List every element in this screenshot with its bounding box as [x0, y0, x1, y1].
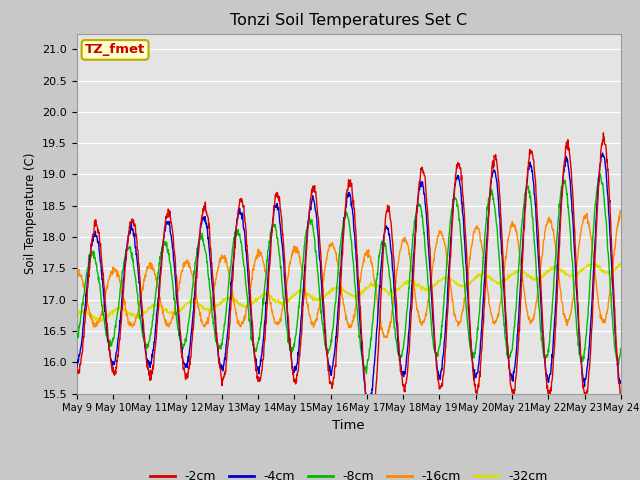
Y-axis label: Soil Temperature (C): Soil Temperature (C) — [24, 153, 36, 275]
Legend: -2cm, -4cm, -8cm, -16cm, -32cm: -2cm, -4cm, -8cm, -16cm, -32cm — [145, 465, 553, 480]
X-axis label: Time: Time — [333, 419, 365, 432]
Title: Tonzi Soil Temperatures Set C: Tonzi Soil Temperatures Set C — [230, 13, 467, 28]
Text: TZ_fmet: TZ_fmet — [85, 43, 145, 56]
